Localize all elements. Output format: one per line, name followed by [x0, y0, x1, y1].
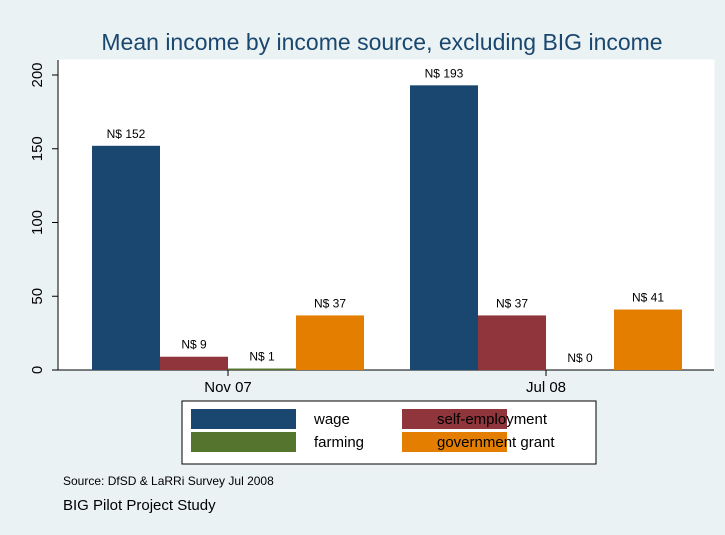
- bar: [228, 368, 296, 370]
- bar: [410, 85, 478, 370]
- y-tick-label: 200: [29, 62, 46, 87]
- bar: [614, 309, 682, 370]
- data-label: N$ 193: [425, 66, 464, 80]
- y-tick-label: 50: [29, 288, 46, 305]
- bars: N$ 152 N$ 9 N$ 1 N$ 37 N$ 193 N$ 37 N$ 0 N$ 41: [92, 66, 682, 370]
- data-label: N$ 37: [314, 296, 346, 310]
- data-label: N$ 9: [181, 338, 207, 352]
- bar: [296, 315, 364, 370]
- data-label: N$ 152: [107, 127, 146, 141]
- legend-label: wage: [313, 411, 350, 428]
- data-label: N$ 41: [632, 291, 664, 305]
- legend-swatch: [402, 432, 507, 452]
- legend-swatch: [402, 409, 507, 429]
- x-axis: Nov 07 Jul 08: [58, 369, 714, 396]
- legend-label: self-employment: [437, 411, 548, 428]
- data-label: N$ 37: [496, 296, 528, 310]
- x-tick-label: Jul 08: [526, 379, 566, 396]
- y-tick-label: 0: [29, 366, 46, 374]
- legend-swatch: [191, 432, 296, 452]
- legend-label: farming: [314, 434, 364, 451]
- bar: [92, 145, 160, 370]
- bar: [478, 315, 546, 370]
- y-tick-label: 100: [29, 210, 46, 235]
- legend-swatch: [191, 409, 296, 429]
- plot-area: [57, 59, 715, 371]
- caption-note: BIG Pilot Project Study: [63, 497, 216, 514]
- legend-label: government grant: [437, 434, 555, 451]
- data-label: N$ 0: [567, 351, 593, 365]
- source-note: Source: DfSD & LaRRi Survey Jul 2008: [63, 474, 274, 488]
- y-tick-label: 150: [29, 136, 46, 161]
- x-tick-label: Nov 07: [204, 379, 252, 396]
- y-axis: 0 50 100 150 200: [29, 60, 59, 374]
- data-label: N$ 1: [249, 350, 275, 364]
- chart-title: Mean income by income source, excluding …: [101, 29, 662, 55]
- legend: wage self-employment farming government gra…: [181, 400, 597, 465]
- bar: [160, 356, 228, 370]
